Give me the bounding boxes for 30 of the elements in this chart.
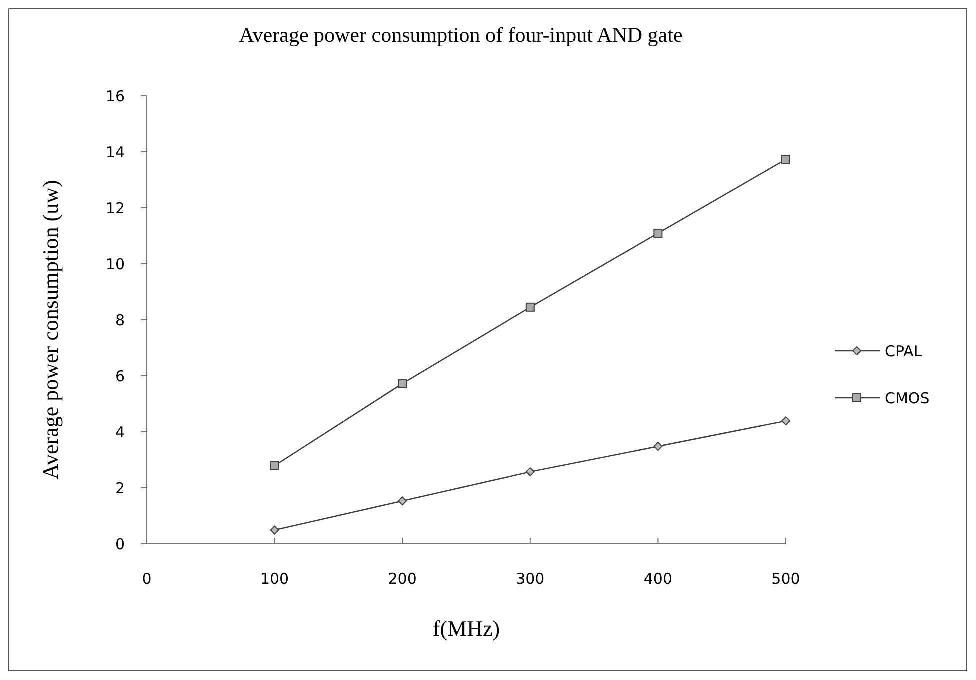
y-tick-label: 14 [106,143,125,162]
x-tick-label: 100 [260,570,290,588]
y-tick-label: 16 [106,87,125,106]
point [782,155,790,164]
point [398,379,408,388]
x-axis-title: f(MHz) [432,616,500,641]
y-tick-label: 6 [115,367,125,386]
x-tick-label: 300 [516,570,545,588]
y-tick-label: 4 [115,423,125,442]
legend-label: CMOS [885,389,930,408]
x-tick-label: 200 [388,570,417,588]
point [526,302,535,312]
point [270,526,280,535]
y-tick-label: 8 [115,311,125,330]
legend-label: CPAL [885,342,923,360]
x-tick-label: 400 [644,570,673,588]
point [270,461,280,470]
point [398,496,408,506]
point [654,228,663,238]
y-tick-label: 0 [115,535,125,554]
chart-title: Average power consumption of four-input AND gate [239,23,683,47]
y-tick-label: 12 [106,199,125,218]
point [526,468,535,477]
x-tick-label: 500 [772,570,800,588]
x-tick-label: 0 [142,570,152,588]
point [782,416,790,426]
point [654,442,663,452]
y-tick-label: 10 [106,255,125,274]
y-tick-label: 2 [115,479,125,498]
y-axis-title: Average power consumption (uw) [38,180,63,480]
